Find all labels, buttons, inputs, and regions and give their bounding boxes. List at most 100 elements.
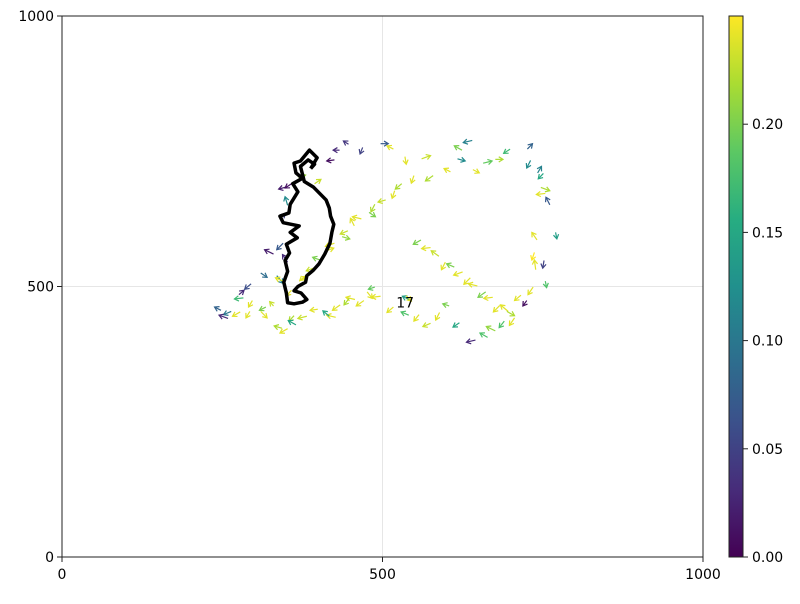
quiver-arrow [412,239,422,246]
colorbar-tick-label: 0.00 [752,550,783,566]
colorbar-tick-label: 0.05 [752,442,783,458]
quiver-arrow [308,306,318,313]
quiver-arrow [463,277,471,286]
quiver-arrow [544,196,551,206]
quiver-arrow [322,310,330,317]
quiver-arrow [263,248,274,255]
quiver-arrow [231,311,241,318]
quiver-arrow [506,310,516,317]
quiver-arrow [394,183,403,190]
quiver-arrow [369,203,376,213]
quiver-arrow [467,281,478,288]
trajectory-layer [278,148,336,306]
quiver-arrow [452,322,460,328]
quiver-arrow [413,314,420,323]
quiver-arrow [495,156,505,163]
colorbar-axis: 0.00 0.05 0.10 0.15 0.20 [743,117,783,566]
quiver-arrow [278,328,288,334]
quiver-arrow [434,312,441,322]
quiver-arrow [341,234,351,241]
quiver-arrow [366,291,373,300]
quiver-arrow [472,168,481,174]
quiver-arrow [358,147,365,156]
quiver-arrow [370,293,381,300]
quiver-arrow [274,276,284,283]
quiver-arrow [540,260,547,270]
quiver-arrow [409,175,416,185]
y-tick-label: 1000 [18,9,54,25]
quiver-arrow [443,167,451,174]
quiver-arrow [499,304,509,312]
quiver-arrow [260,272,269,278]
quiver-arrow [260,310,268,319]
quiver-arrow [233,295,244,302]
quiver-arrow [482,158,494,165]
quiver-arrow [355,300,365,307]
quiver-arrow [275,242,284,251]
quiver-arrow [482,294,493,302]
quiver-arrow [421,153,432,160]
quiver-arrow [440,261,447,271]
quiver-arrow [405,295,413,302]
quiver-arrow [331,304,341,311]
axis-layer: 0 500 1000 0 500 1000 [18,9,720,583]
quiver-arrow [390,190,397,200]
grid-layer [62,16,703,557]
quiver-arrow [445,262,455,269]
quiver-arrow [553,232,560,241]
quiver-arrow [536,165,543,174]
quiver-arrow [314,178,322,185]
quiver-arrow [245,311,251,319]
quiver-arrow [462,138,473,145]
quiver-arrow [238,289,245,296]
quiver-arrow [441,302,450,309]
trajectory-label: 17 [396,296,414,312]
quiver-arrow [273,324,283,331]
quiver-arrow [376,198,386,205]
quiver-arrow [421,322,431,328]
quiver-arrow [296,314,308,321]
quiver-arrow [351,214,362,221]
quiver-arrow [530,252,537,262]
quiver-arrow [247,300,254,309]
quiver-arrow [465,338,476,345]
quiver-arrow [485,325,496,332]
quiver-arrow [453,145,463,151]
quiver-arrow [343,298,350,306]
quiver-arrow [331,147,340,154]
quiver-arrow [527,286,534,296]
quiver-arrow [325,313,336,320]
quiver-arrow [542,280,549,289]
colorbar-tick-label: 0.15 [752,225,783,241]
x-tick-label: 1000 [685,567,721,583]
quiver-arrow [531,231,538,241]
x-tick-label: 500 [369,567,396,583]
quiver-arrow [349,217,356,227]
quiver-arrow [522,300,528,307]
y-tick-label: 0 [45,550,54,566]
quiver-arrow [537,173,544,180]
quiver-arrow [400,310,410,317]
quiver-arrow [268,300,275,307]
quiver-arrow [420,245,431,252]
quiver-arrow [424,175,434,182]
quiver-arrow [367,284,375,291]
trajectory-line [278,148,336,306]
quiver-arrow [402,156,409,166]
quiver-arrow [283,195,290,206]
quiver-arrow [457,156,467,163]
quiver-arrow [478,332,488,338]
quiver-arrow [525,160,532,170]
quiver-arrow [526,142,534,150]
quiver-arrow [325,157,335,164]
quiver-arrow [535,190,546,198]
quiver-arrow [243,283,252,290]
quiver-arrow [386,306,394,314]
quiver-arrow [452,270,463,277]
quiver-arrow [477,291,487,298]
quiver-arrow [513,294,522,302]
colorbar-tick-label: 0.20 [752,117,783,133]
quiver-arrow [531,258,539,270]
